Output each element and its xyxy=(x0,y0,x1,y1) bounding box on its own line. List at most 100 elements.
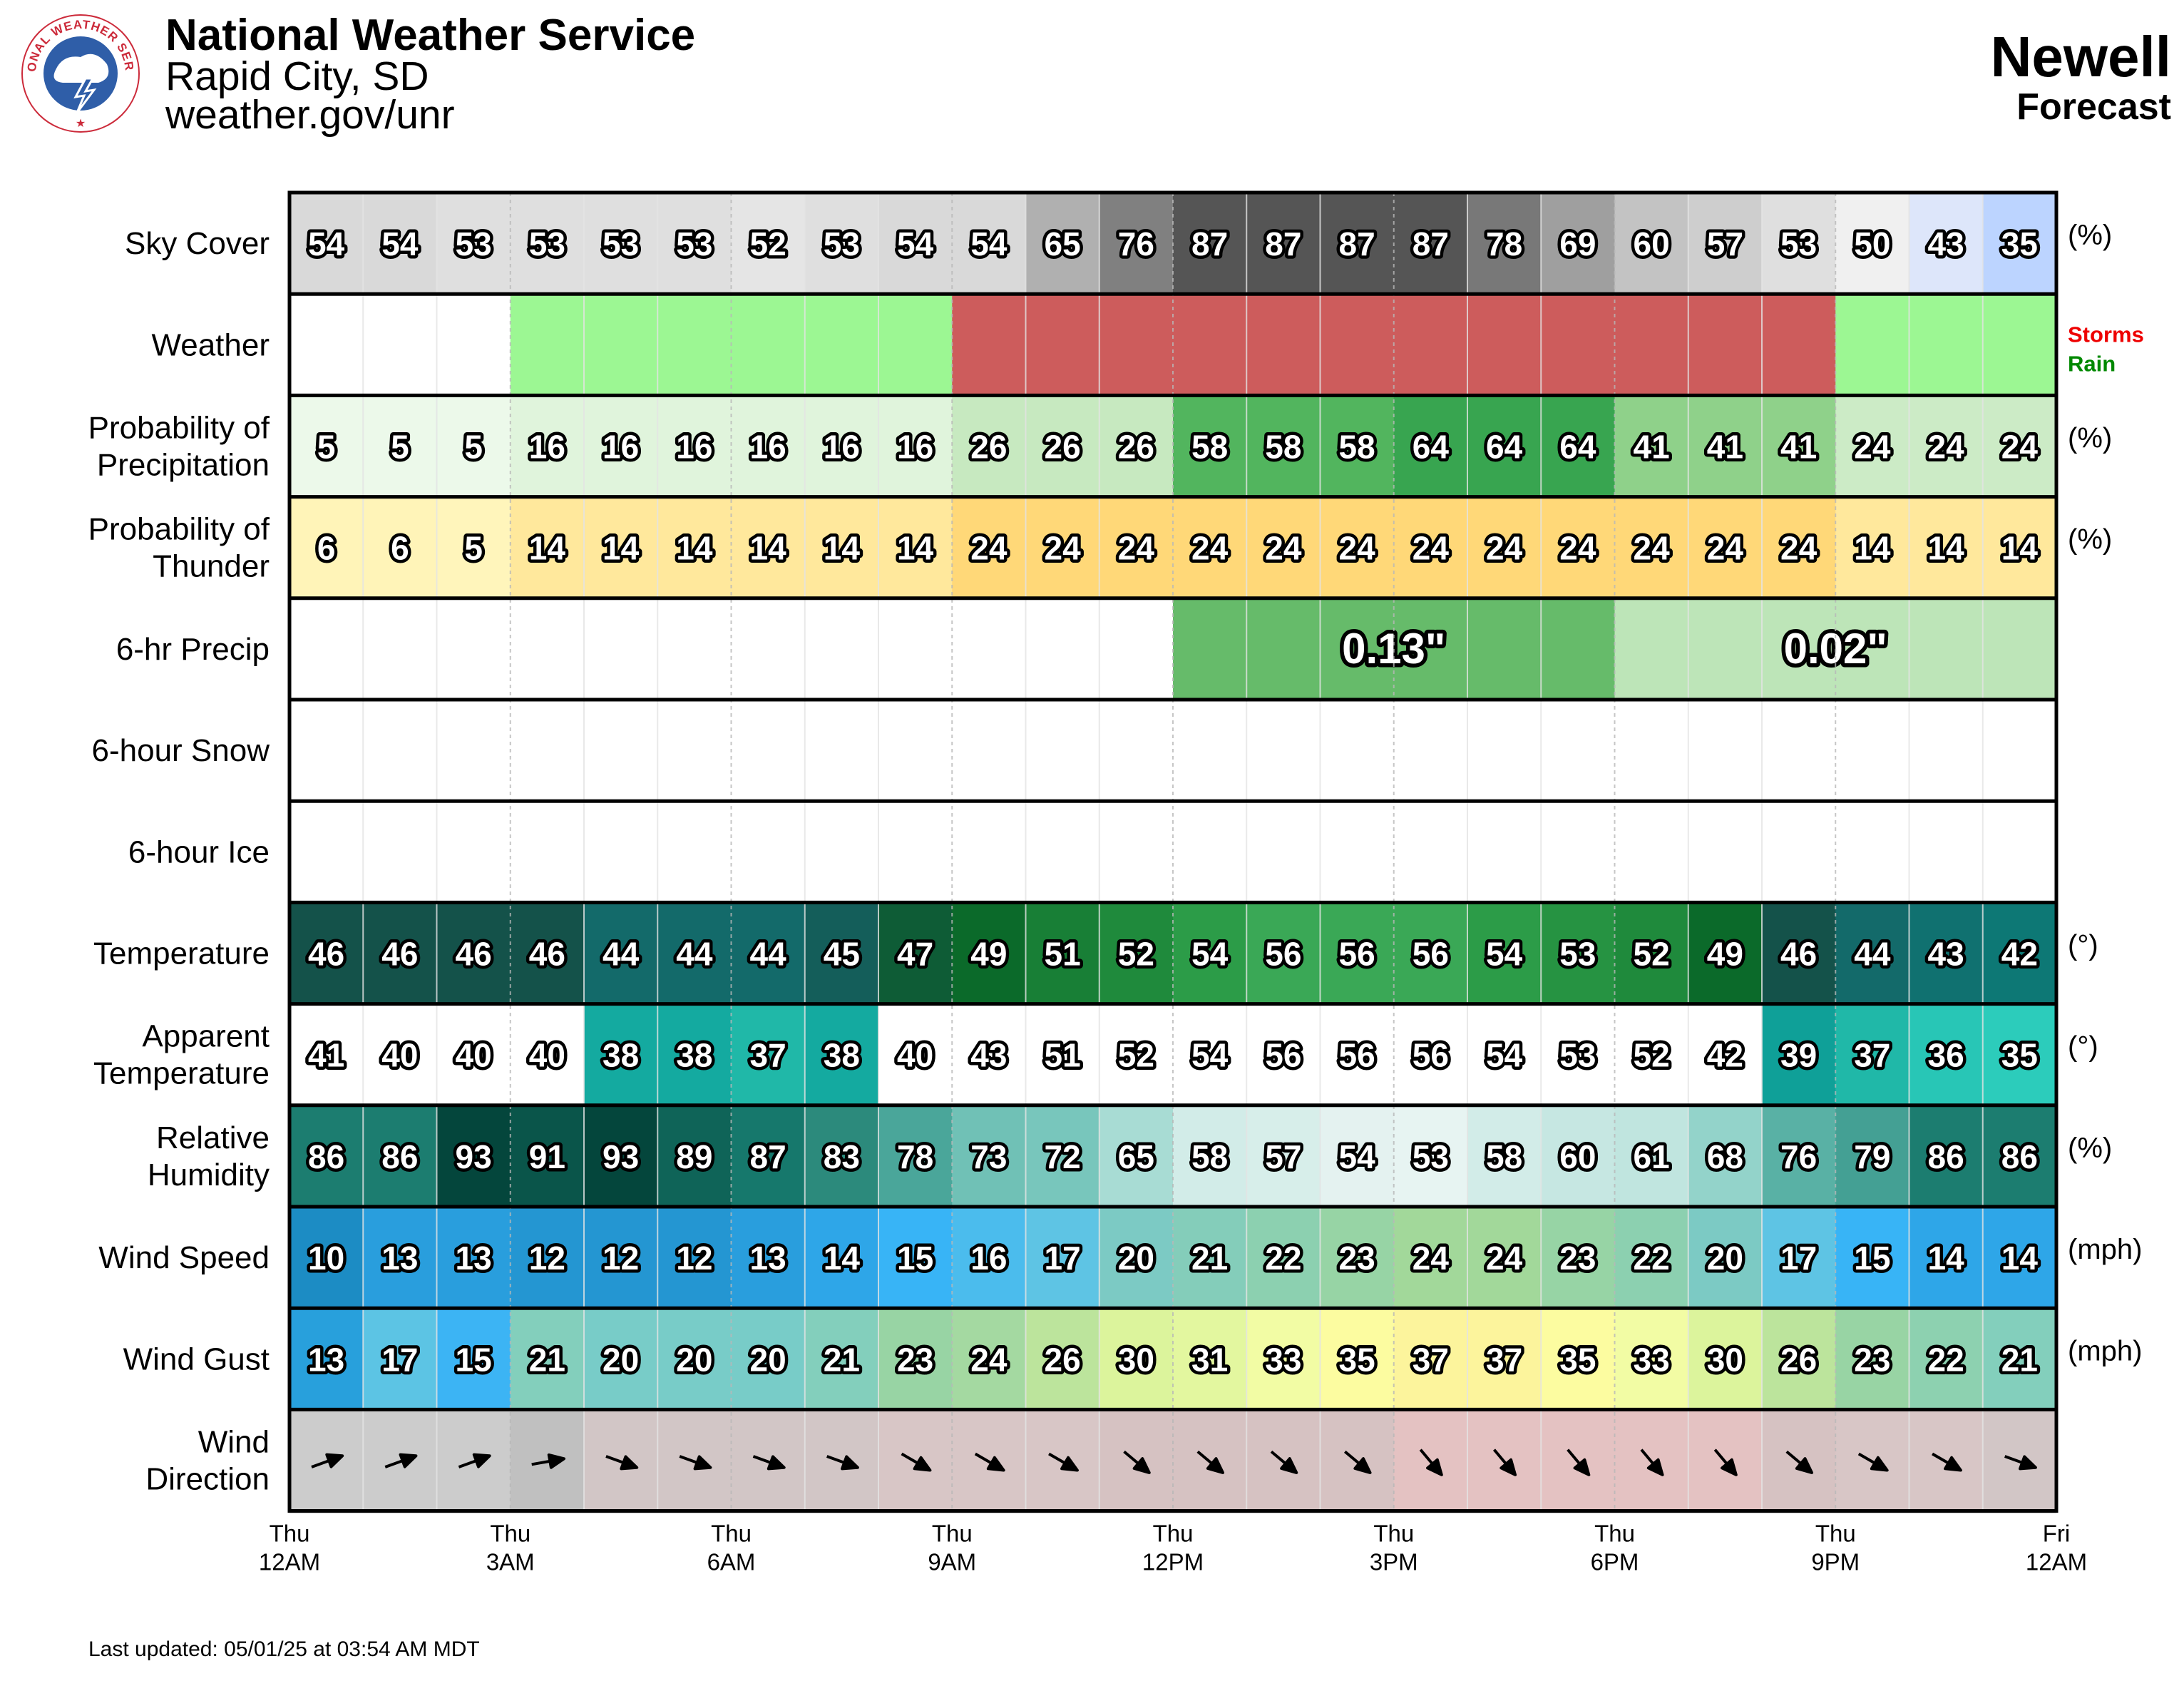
cell-gust xyxy=(731,1308,806,1410)
cell-sky xyxy=(1982,193,2057,295)
wind-arrow-icon xyxy=(1640,1448,1664,1476)
cell-apparent xyxy=(1320,1003,1395,1105)
cell-gust xyxy=(1541,1308,1616,1410)
value-apparent: 38 xyxy=(824,1037,860,1074)
cell-apparent xyxy=(289,1003,364,1105)
value-wind: 10 xyxy=(308,1240,344,1277)
cell-gust xyxy=(1025,1308,1100,1410)
cell-temp xyxy=(584,902,658,1004)
cell-rh xyxy=(657,1105,732,1207)
row-label-rh: Humidity xyxy=(148,1158,270,1192)
value-thunder: 14 xyxy=(603,530,640,567)
value-pop: 16 xyxy=(824,429,860,466)
cell-rh xyxy=(584,1105,658,1207)
value-sky: 60 xyxy=(1634,225,1670,262)
value-pop: 5 xyxy=(391,429,409,466)
value-rh: 76 xyxy=(1780,1138,1817,1175)
value-gust: 26 xyxy=(1780,1341,1817,1378)
row-label-temp: Temperature xyxy=(93,936,270,971)
row-unit-apparent: (°) xyxy=(2068,1031,2098,1063)
value-pop: 41 xyxy=(1780,429,1817,466)
cell-thunder xyxy=(657,496,732,598)
cell-sky xyxy=(1320,193,1395,295)
cell-weather xyxy=(878,294,953,396)
location-name: Newell xyxy=(1990,25,2171,88)
value-rh: 78 xyxy=(897,1138,933,1175)
cell-sky xyxy=(657,193,732,295)
value-pop: 16 xyxy=(750,429,786,466)
cell-sky xyxy=(1393,193,1468,295)
cell-gust xyxy=(952,1308,1027,1410)
cell-thunder xyxy=(1614,496,1689,598)
cell-temp xyxy=(1762,902,1836,1004)
cell-rh xyxy=(1762,1105,1836,1207)
value-rh: 83 xyxy=(824,1138,860,1175)
forecast-subtitle: Forecast xyxy=(2016,86,2171,128)
cell-thunder xyxy=(1835,496,1910,598)
cell-thunder xyxy=(952,496,1027,598)
value-thunder: 6 xyxy=(317,530,336,567)
cell-sky xyxy=(1835,193,1910,295)
cell-wind xyxy=(1541,1207,1616,1309)
cell-gust xyxy=(510,1308,585,1410)
value-rh: 65 xyxy=(1118,1138,1154,1175)
agency-title: National Weather Service xyxy=(165,11,696,60)
value-sky: 65 xyxy=(1045,225,1081,262)
cell-temp xyxy=(1025,902,1100,1004)
value-wind: 15 xyxy=(897,1240,933,1277)
value-wind: 22 xyxy=(1265,1240,1301,1277)
value-wind: 13 xyxy=(750,1240,786,1277)
value-temp: 49 xyxy=(970,936,1007,973)
cell-pop xyxy=(1320,395,1395,497)
cell-pop xyxy=(289,395,364,497)
value-temp: 43 xyxy=(1928,936,1964,973)
value-temp: 54 xyxy=(1486,936,1523,973)
cell-rh xyxy=(1688,1105,1763,1207)
legend-rain: Rain xyxy=(2068,351,2116,376)
value-rh: 93 xyxy=(456,1138,492,1175)
wind-arrow-icon xyxy=(2004,1455,2037,1471)
tick-time: 6PM xyxy=(1591,1549,1639,1575)
value-rh: 72 xyxy=(1045,1138,1081,1175)
tick-time: 12PM xyxy=(1142,1549,1204,1575)
svg-text:★: ★ xyxy=(76,118,86,130)
cell-wind xyxy=(731,1207,806,1309)
cell-wind xyxy=(1099,1207,1174,1309)
cell-apparent xyxy=(804,1003,879,1105)
value-wind: 22 xyxy=(1634,1240,1670,1277)
cell-temp xyxy=(1467,902,1542,1004)
cell-pop xyxy=(657,395,732,497)
cell-gust xyxy=(657,1308,732,1410)
value-temp: 46 xyxy=(1780,936,1817,973)
tick-time: 12AM xyxy=(2026,1549,2087,1575)
value-wind: 12 xyxy=(529,1240,565,1277)
value-temp: 46 xyxy=(529,936,565,973)
value-pop: 26 xyxy=(1045,429,1081,466)
cell-thunder xyxy=(1320,496,1395,598)
office-url[interactable]: weather.gov/unr xyxy=(165,92,455,138)
value-gust: 21 xyxy=(824,1341,860,1378)
value-apparent: 36 xyxy=(1928,1037,1964,1074)
tick-time: 9AM xyxy=(928,1549,976,1575)
wind-arrow-icon xyxy=(1932,1452,1962,1472)
value-wind: 14 xyxy=(824,1240,861,1277)
cell-gust xyxy=(1173,1308,1247,1410)
value-rh: 58 xyxy=(1486,1138,1522,1175)
forecast-grid: Sky Cover (%)54 54 53 53 53 53 52 53 54 54 65 76 87 87… xyxy=(88,190,2144,1575)
value-pop: 24 xyxy=(1854,429,1891,466)
cell-temp xyxy=(1614,902,1689,1004)
value-sky: 53 xyxy=(676,225,712,262)
cell-gust xyxy=(363,1308,438,1410)
cell-rh xyxy=(1099,1105,1174,1207)
cell-wind xyxy=(363,1207,438,1309)
cell-apparent xyxy=(1688,1003,1763,1105)
wind-arrow-icon xyxy=(1270,1450,1298,1474)
value-apparent: 40 xyxy=(456,1037,492,1074)
cell-rh xyxy=(1173,1105,1247,1207)
row-label-qpf: 6-hr Precip xyxy=(116,632,270,667)
cell-wind xyxy=(1320,1207,1395,1309)
value-pop: 26 xyxy=(1118,429,1154,466)
cell-thunder xyxy=(1246,496,1321,598)
cell-temp xyxy=(1246,902,1321,1004)
value-sky: 54 xyxy=(381,225,419,262)
